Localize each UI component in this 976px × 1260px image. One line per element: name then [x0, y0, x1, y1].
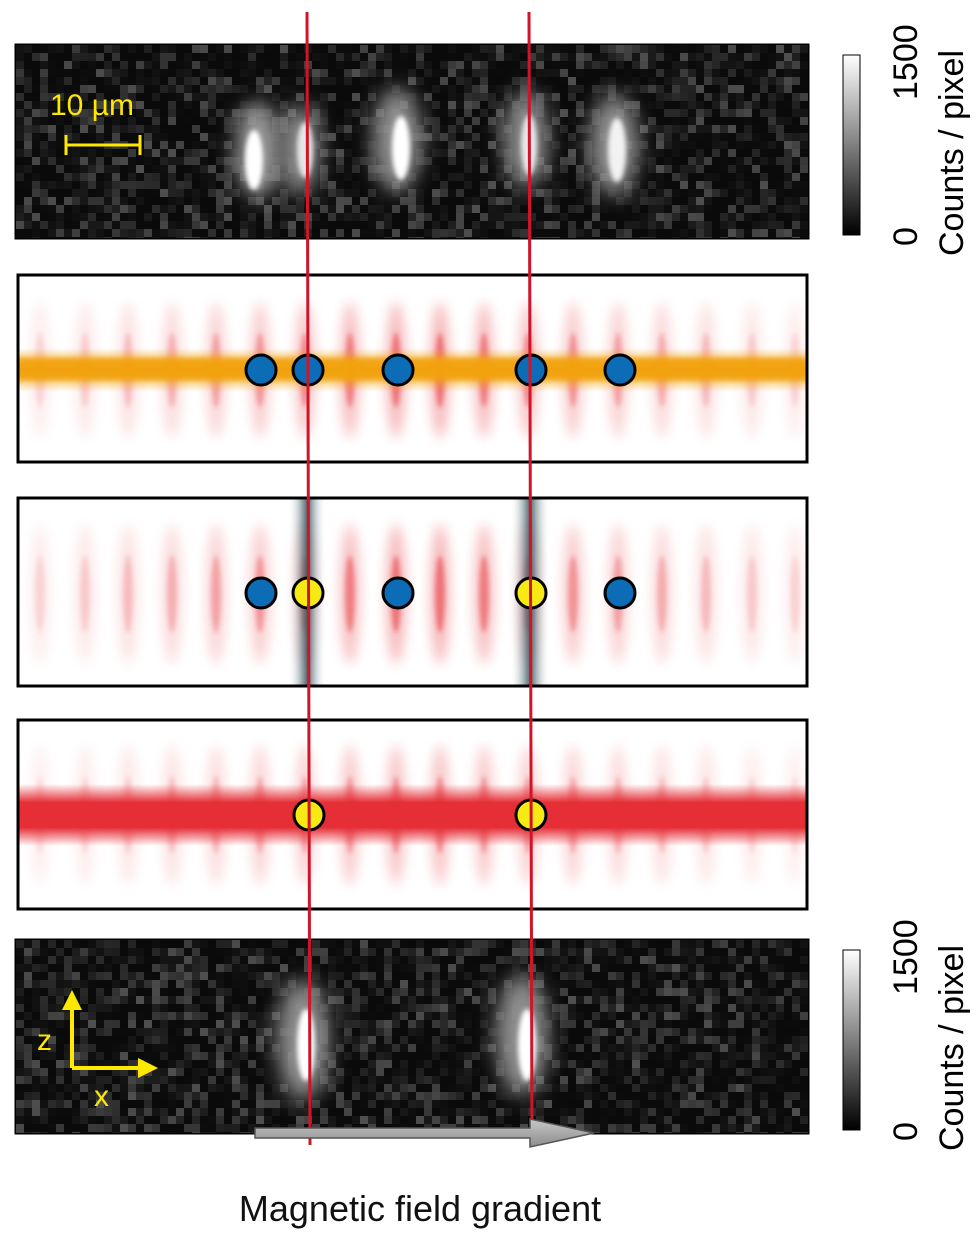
red-guide-line-left	[305, 11, 312, 1146]
blue-atom	[244, 576, 278, 610]
bottom-camera-image: z x	[14, 938, 810, 1135]
top-atom-glows	[236, 88, 638, 198]
colorbar-bottom-max: 1500	[887, 919, 925, 995]
red-beam	[18, 784, 807, 846]
gradient-arrow	[254, 1118, 595, 1148]
blue-atom	[603, 353, 637, 387]
axes-marker: z x	[37, 990, 158, 1113]
colorbar-bottom: 1500 0 Counts / pixel	[842, 919, 971, 1151]
axis-x-label: x	[94, 1080, 109, 1113]
top-camera-image: 10 µm	[14, 43, 810, 240]
colorbar-top-max: 1500	[887, 24, 925, 100]
red-guide-line-right	[527, 11, 534, 1146]
scale-bar: 10 µm	[50, 89, 142, 155]
colorbar-bottom-min: 0	[887, 1122, 925, 1141]
colorbar-top-min: 0	[887, 227, 925, 246]
colorbar-top-unit: Counts / pixel	[933, 50, 971, 256]
blue-atom	[244, 353, 278, 387]
scale-bar-label: 10 µm	[50, 89, 134, 122]
axis-z-label: z	[37, 1024, 52, 1057]
colorbar-top: 1500 0 Counts / pixel	[842, 24, 971, 256]
blue-atom	[381, 353, 415, 387]
blue-atom	[603, 576, 637, 610]
lattice-red-panel	[16, 718, 809, 911]
blue-atom	[381, 576, 415, 610]
gradient-label: Magnetic field gradient	[238, 1188, 602, 1229]
colorbar-bottom-unit: Counts / pixel	[933, 945, 971, 1151]
